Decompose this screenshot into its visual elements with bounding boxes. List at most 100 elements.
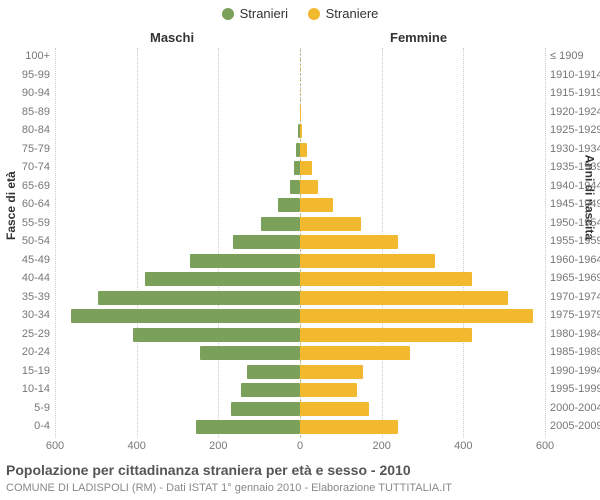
birth-year-label: 1935-1939 — [550, 161, 600, 173]
legend-swatch-male — [222, 8, 234, 20]
legend: Stranieri Straniere — [0, 6, 600, 23]
x-tick-label: 200 — [372, 440, 390, 452]
age-label: 15-19 — [10, 365, 50, 377]
legend-label-male: Stranieri — [240, 6, 288, 21]
age-label: 45-49 — [10, 254, 50, 266]
pyramid-row: 45-491960-1964 — [55, 252, 545, 271]
age-label: 10-14 — [10, 383, 50, 395]
age-label: 65-69 — [10, 180, 50, 192]
age-label: 80-84 — [10, 124, 50, 136]
bar-male — [247, 365, 300, 379]
plot-area: 6000600400200200400100+≤ 190995-991910-1… — [55, 48, 545, 438]
age-label: 90-94 — [10, 87, 50, 99]
pyramid-row: 95-991910-1914 — [55, 67, 545, 86]
birth-year-label: 1925-1929 — [550, 124, 600, 136]
bar-female — [300, 402, 369, 416]
bar-male — [278, 198, 300, 212]
bar-female — [300, 383, 357, 397]
birth-year-label: 1915-1919 — [550, 87, 600, 99]
age-label: 50-54 — [10, 235, 50, 247]
bar-female — [300, 309, 533, 323]
bar-female — [300, 328, 472, 342]
pyramid-row: 50-541955-1959 — [55, 233, 545, 252]
birth-year-label: 1990-1994 — [550, 365, 600, 377]
age-label: 35-39 — [10, 291, 50, 303]
bar-male — [241, 383, 300, 397]
pyramid-row: 90-941915-1919 — [55, 85, 545, 104]
pyramid-row: 100+≤ 1909 — [55, 48, 545, 67]
birth-year-label: 1995-1999 — [550, 383, 600, 395]
birth-year-label: 1940-1944 — [550, 180, 600, 192]
pyramid-row: 80-841925-1929 — [55, 122, 545, 141]
bar-female — [300, 180, 318, 194]
birth-year-label: 1965-1969 — [550, 272, 600, 284]
legend-label-female: Straniere — [326, 6, 379, 21]
birth-year-label: 1980-1984 — [550, 328, 600, 340]
age-label: 30-34 — [10, 309, 50, 321]
pyramid-chart-container: Stranieri Straniere Maschi Femmine Fasce… — [0, 0, 600, 500]
age-label: 20-24 — [10, 346, 50, 358]
bar-male — [133, 328, 300, 342]
bar-female — [300, 124, 302, 138]
age-label: 55-59 — [10, 217, 50, 229]
bar-male — [71, 309, 300, 323]
birth-year-label: 1975-1979 — [550, 309, 600, 321]
bar-female — [300, 198, 333, 212]
age-label: 0-4 — [10, 420, 50, 432]
bar-female — [300, 346, 410, 360]
legend-swatch-female — [308, 8, 320, 20]
bar-female — [300, 420, 398, 434]
bar-male — [233, 235, 300, 249]
pyramid-row: 60-641945-1949 — [55, 196, 545, 215]
pyramid-row: 85-891920-1924 — [55, 104, 545, 123]
pyramid-row: 40-441965-1969 — [55, 270, 545, 289]
pyramid-row: 35-391970-1974 — [55, 289, 545, 308]
pyramid-row: 15-191990-1994 — [55, 363, 545, 382]
birth-year-label: 1955-1959 — [550, 235, 600, 247]
x-tick-label: 400 — [454, 440, 472, 452]
age-label: 60-64 — [10, 198, 50, 210]
bar-female — [300, 235, 398, 249]
bar-female — [300, 106, 301, 120]
x-tick-label: 600 — [46, 440, 64, 452]
pyramid-row: 55-591950-1954 — [55, 215, 545, 234]
bar-female — [300, 217, 361, 231]
gridline — [545, 48, 546, 438]
pyramid-row: 10-141995-1999 — [55, 381, 545, 400]
pyramid-row: 65-691940-1944 — [55, 178, 545, 197]
age-label: 95-99 — [10, 69, 50, 81]
pyramid-row: 20-241985-1989 — [55, 344, 545, 363]
bar-male — [98, 291, 300, 305]
age-label: 70-74 — [10, 161, 50, 173]
x-tick-label: 600 — [536, 440, 554, 452]
birth-year-label: 1930-1934 — [550, 143, 600, 155]
bar-female — [300, 272, 472, 286]
birth-year-label: 1920-1924 — [550, 106, 600, 118]
birth-year-label: 1950-1954 — [550, 217, 600, 229]
pyramid-row: 75-791930-1934 — [55, 141, 545, 160]
x-tick-label: 200 — [209, 440, 227, 452]
bar-female — [300, 254, 435, 268]
bar-female — [300, 291, 508, 305]
bar-male — [145, 272, 300, 286]
age-label: 85-89 — [10, 106, 50, 118]
bar-male — [261, 217, 300, 231]
age-label: 75-79 — [10, 143, 50, 155]
age-label: 40-44 — [10, 272, 50, 284]
birth-year-label: 2005-2009 — [550, 420, 600, 432]
birth-year-label: 1970-1974 — [550, 291, 600, 303]
age-label: 25-29 — [10, 328, 50, 340]
column-header-left: Maschi — [150, 30, 194, 45]
chart-title: Popolazione per cittadinanza straniera p… — [6, 462, 411, 478]
bar-female — [300, 143, 307, 157]
age-label: 5-9 — [10, 402, 50, 414]
pyramid-row: 5-92000-2004 — [55, 400, 545, 419]
birth-year-label: ≤ 1909 — [550, 50, 600, 62]
age-label: 100+ — [10, 50, 50, 62]
column-header-right: Femmine — [390, 30, 447, 45]
bar-male — [200, 346, 300, 360]
bar-male — [290, 180, 300, 194]
bar-male — [196, 420, 300, 434]
legend-item-female: Straniere — [308, 6, 379, 21]
bar-male — [190, 254, 300, 268]
